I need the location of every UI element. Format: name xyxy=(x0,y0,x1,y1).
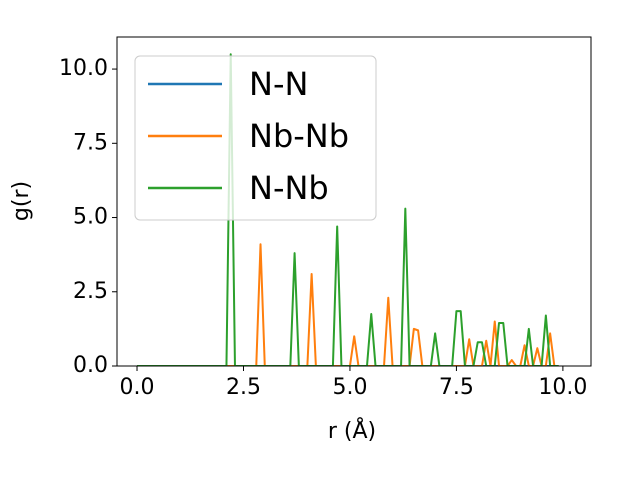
y-tick-label: 7.5 xyxy=(73,130,108,155)
plot-area xyxy=(137,53,559,366)
y-tick-label: 2.5 xyxy=(73,279,108,304)
x-tick-label: 2.5 xyxy=(226,375,261,400)
x-tick-label: 5.0 xyxy=(332,375,367,400)
legend-label: N-Nb xyxy=(249,169,329,207)
legend-label: N-N xyxy=(249,65,308,103)
axes-frame xyxy=(116,36,592,367)
y-axis-label: g(r) xyxy=(9,181,34,221)
legend-box xyxy=(134,55,377,221)
x-tick-label: 10.0 xyxy=(538,375,587,400)
x-axis-label: r (Å) xyxy=(328,417,376,444)
y-tick-label: 10.0 xyxy=(59,56,108,81)
y-tick-label: 0.0 xyxy=(73,353,108,378)
x-tick-label: 0.0 xyxy=(120,375,155,400)
x-tick-label: 7.5 xyxy=(439,375,474,400)
data-line xyxy=(137,243,559,366)
y-tick-label: 5.0 xyxy=(73,205,108,230)
legend-label: Nb-Nb xyxy=(249,117,349,155)
